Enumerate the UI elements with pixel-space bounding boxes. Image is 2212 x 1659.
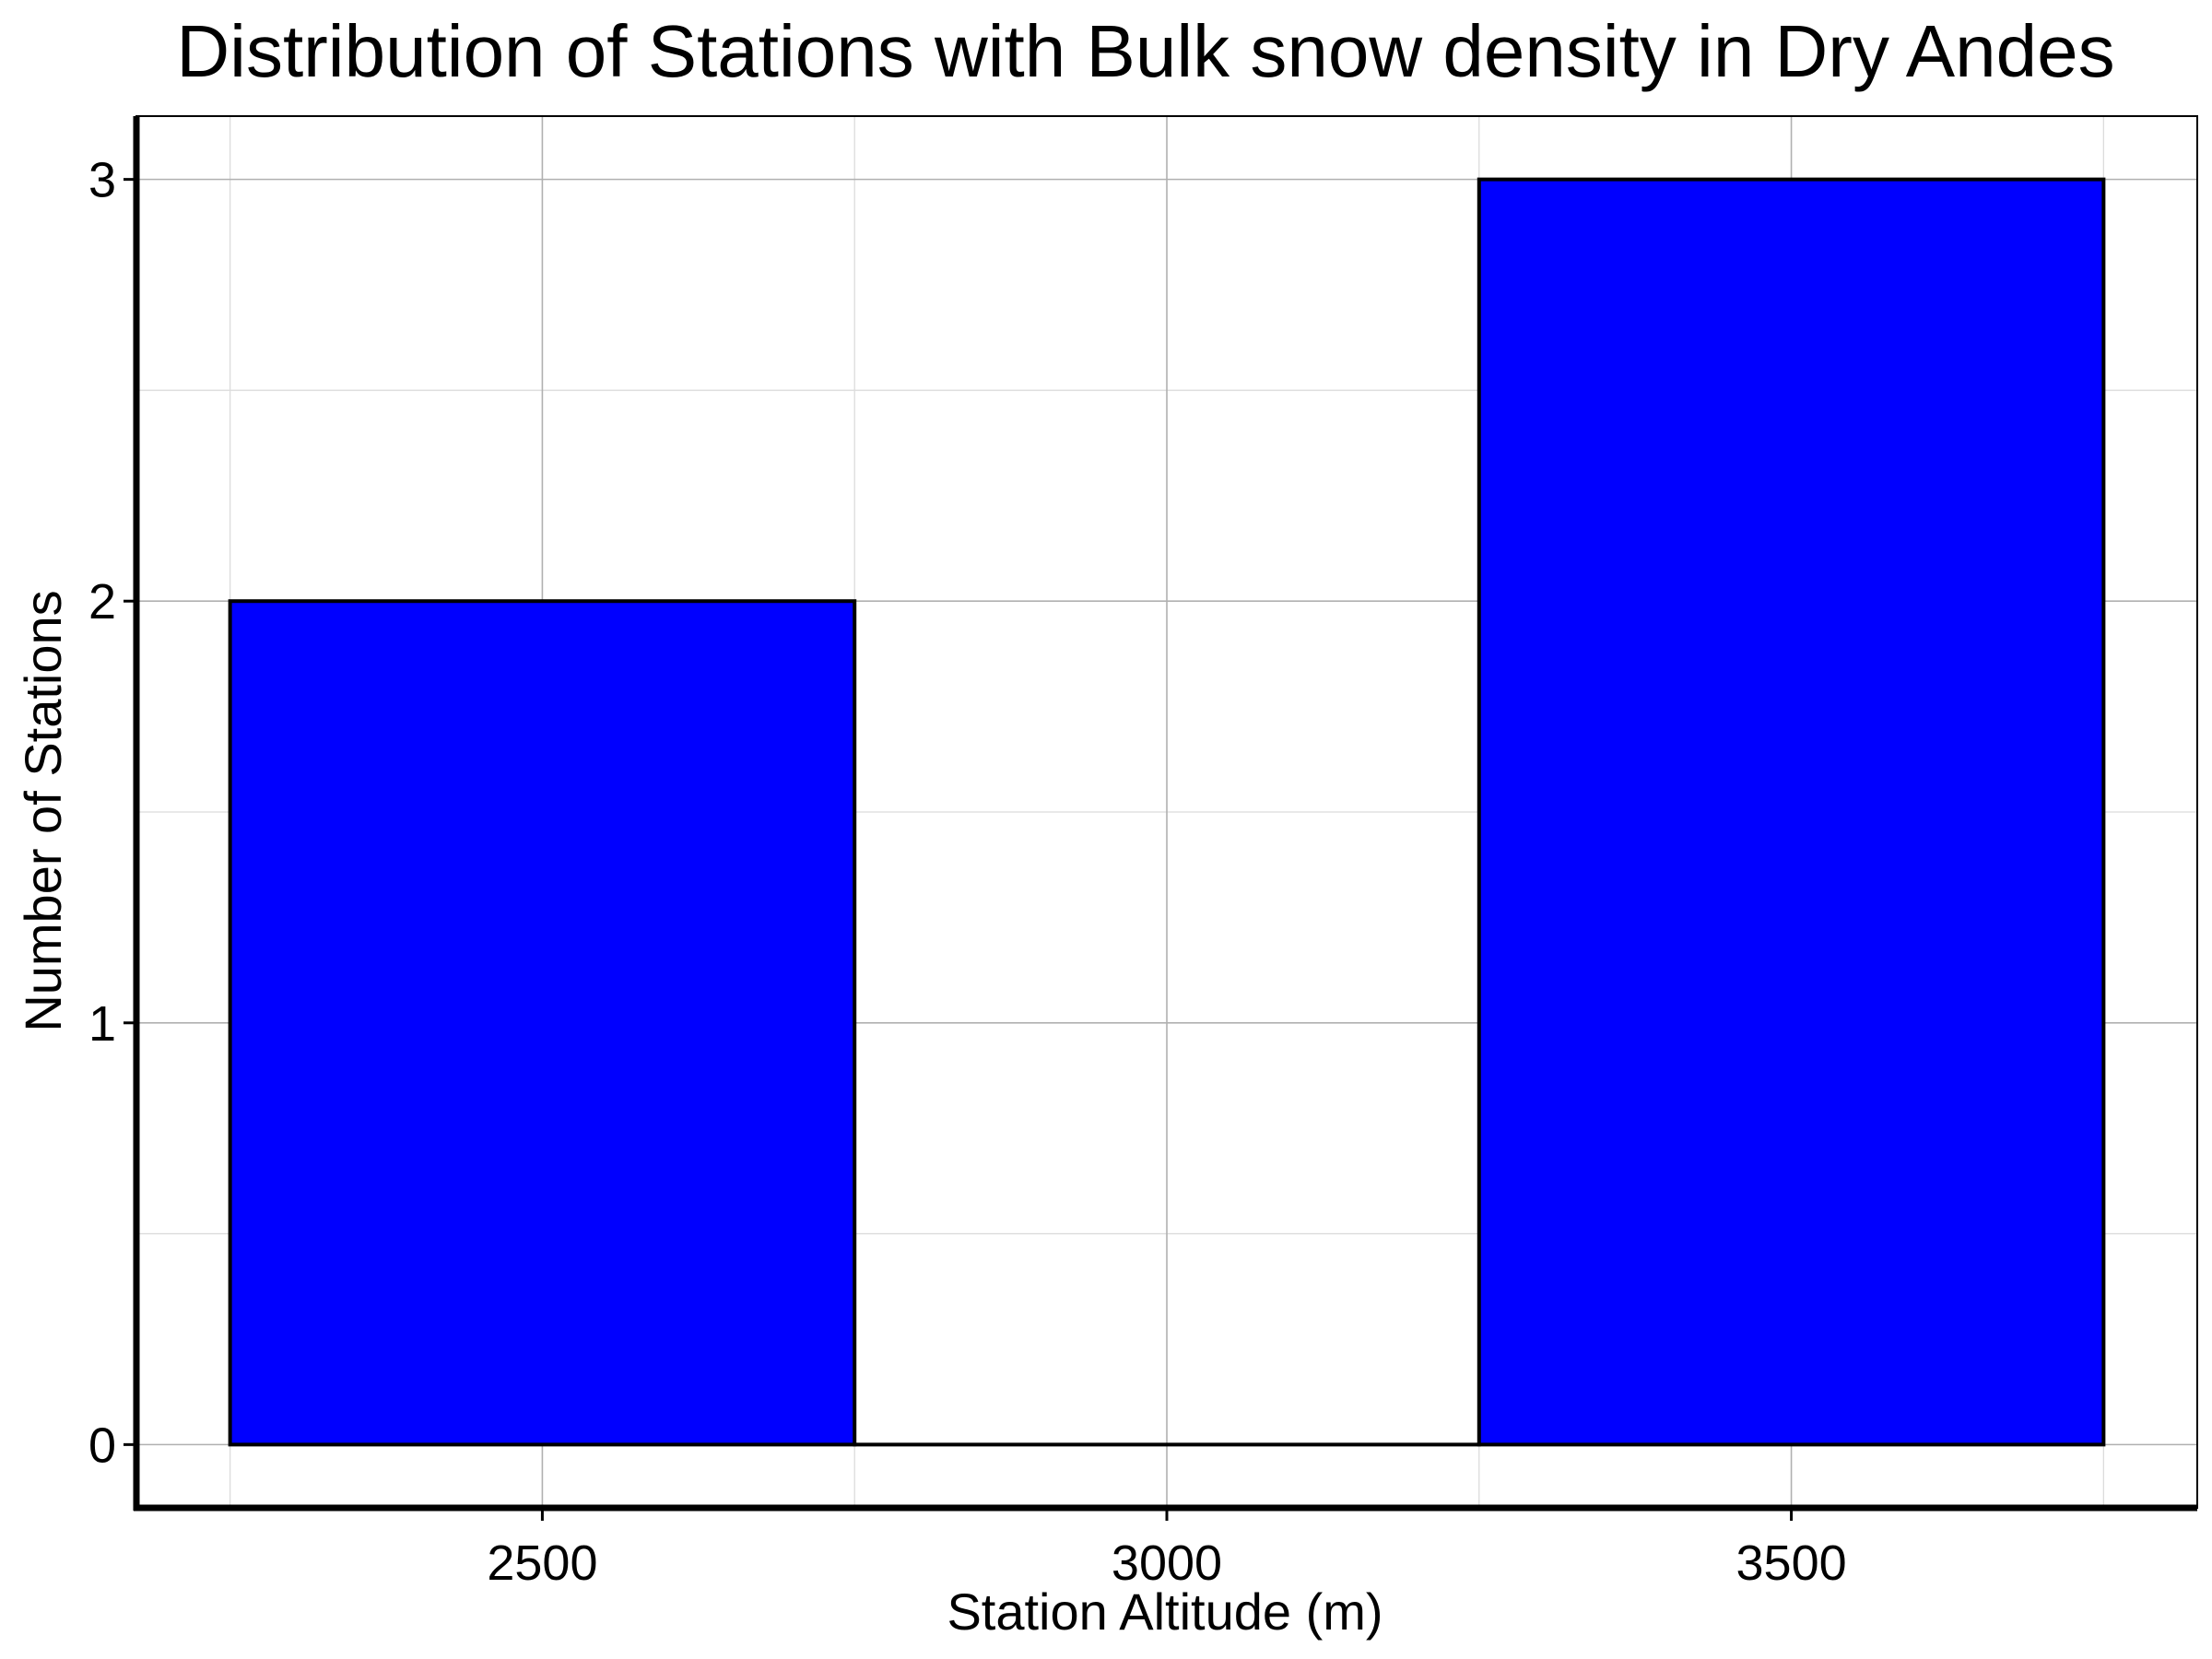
chart-title: Distribution of Stations with Bulk snow …: [176, 10, 2114, 92]
x-tick-label: 3500: [1736, 1535, 1847, 1591]
histogram-bar: [230, 601, 855, 1444]
x-tick-label: 2500: [487, 1535, 597, 1591]
histogram-bar: [1479, 180, 2104, 1445]
y-tick-label: 2: [88, 574, 116, 629]
y-tick-label: 0: [88, 1418, 116, 1473]
y-axis-title: Number of Stations: [14, 590, 72, 1031]
y-tick-label: 1: [88, 996, 116, 1052]
y-tick-label: 3: [88, 153, 116, 208]
x-axis-title: Station Altitude (m): [947, 1583, 1382, 1641]
